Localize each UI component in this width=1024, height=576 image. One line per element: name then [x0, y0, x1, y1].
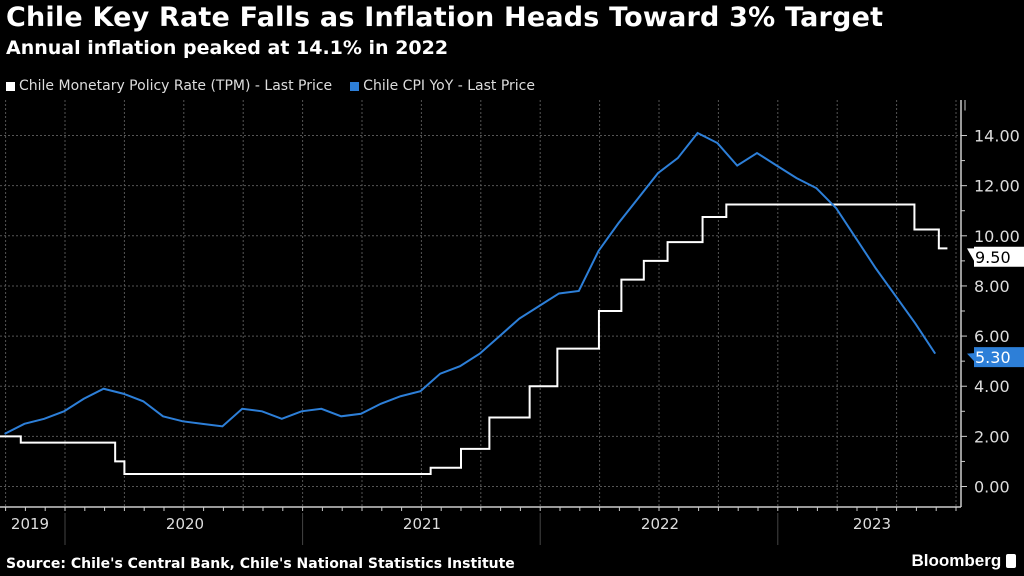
y-tick-label: 8.00	[974, 277, 1010, 296]
y-tick-label: 14.00	[974, 127, 1020, 146]
y-tick-label: 12.00	[974, 177, 1020, 196]
chart-title: Chile Key Rate Falls as Inflation Heads …	[6, 2, 884, 33]
x-year-label: 2022	[641, 515, 679, 533]
y-tick-label: 0.00	[974, 478, 1010, 497]
legend: Chile Monetary Policy Rate (TPM) - Last …	[6, 78, 535, 94]
source-note: Source: Chile's Central Bank, Chile's Na…	[6, 556, 515, 572]
tpm-line	[0, 203, 948, 475]
legend-label-cpi: Chile CPI YoY - Last Price	[363, 78, 535, 94]
legend-swatch-cpi	[350, 81, 360, 91]
legend-item-tpm: Chile Monetary Policy Rate (TPM) - Last …	[6, 78, 332, 94]
brand-text: Bloomberg	[911, 551, 1002, 570]
y-tick-label: 2.00	[974, 427, 1010, 446]
cpi-last-value-text: 5.30	[975, 348, 1011, 367]
y-tick-label: 4.00	[974, 377, 1010, 396]
bloomberg-icon	[1006, 554, 1016, 568]
legend-swatch-tpm	[6, 81, 15, 91]
tpm-last-value-box	[967, 246, 1024, 267]
x-year-label: 2021	[403, 515, 441, 533]
legend-item-cpi: Chile CPI YoY - Last Price	[350, 78, 535, 94]
tpm-last-value-text: 9.50	[975, 248, 1011, 267]
chart-subtitle: Annual inflation peaked at 14.1% in 2022	[6, 37, 449, 59]
legend-label-tpm: Chile Monetary Policy Rate (TPM) - Last …	[19, 78, 333, 94]
cpi-line	[4, 131, 937, 435]
x-year-label: 2020	[166, 515, 204, 533]
cpi-last-value-box	[967, 347, 1024, 368]
x-year-label: 2019	[11, 515, 49, 533]
x-year-label: 2023	[853, 515, 891, 533]
y-tick-label: 6.00	[974, 327, 1010, 346]
bloomberg-logo: Bloomberg	[912, 551, 1016, 571]
y-tick-label: 10.00	[974, 227, 1020, 246]
